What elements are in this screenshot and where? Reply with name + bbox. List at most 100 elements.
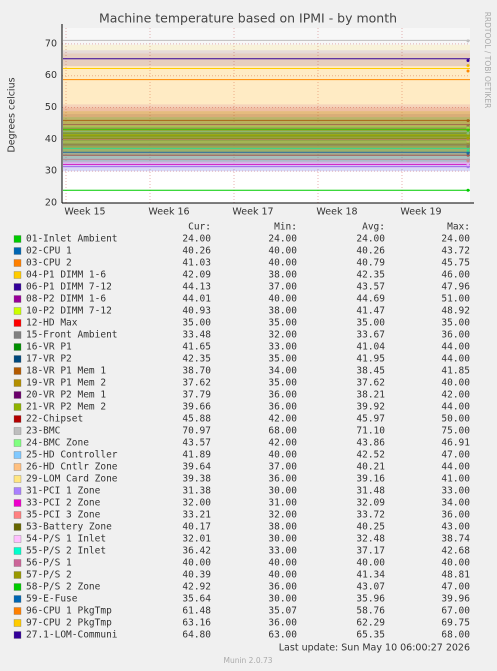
legend-value: 32.01 [182,534,211,545]
x-tick-label: Week 15 [64,207,105,218]
legend-swatch [13,511,22,519]
legend-value: 41.85 [441,366,470,377]
legend-value: 32.48 [356,534,385,545]
legend-name: 35-PCI 3 Zone [26,510,101,521]
legend-value: 30.00 [268,594,297,605]
x-tick-label: Week 18 [316,207,357,218]
legend-name: 54-P/S 1 Inlet [26,534,106,545]
range-band [63,152,470,165]
legend-value: 68.00 [441,630,470,641]
current-point [466,64,470,68]
legend-value: 37.79 [182,390,211,401]
legend-value: 38.45 [356,366,385,377]
legend-swatch [13,283,22,291]
legend-name: 20-VR P2 Mem 1 [26,390,106,401]
legend-name: 56-P/S 1 [26,558,72,569]
legend-value: 62.29 [356,618,385,629]
range-band [63,28,470,51]
current-point [466,188,470,192]
legend-value: 47.00 [441,582,470,593]
legend-swatch [13,247,22,255]
legend-value: 40.00 [182,558,211,569]
legend-name: 06-P1 DIMM 7-12 [26,282,112,293]
legend-value: 38.00 [268,522,297,533]
range-band [63,117,470,140]
legend-value: 64.80 [182,630,211,641]
legend-value: 24.00 [268,234,297,245]
legend-name: 15-Front Ambient [26,330,118,341]
legend-value: 40.79 [356,258,385,269]
column-header: Cur: [188,222,211,233]
legend-value: 41.34 [356,570,385,581]
legend-value: 38.21 [356,390,385,401]
legend-value: 44.01 [182,294,211,305]
legend-value: 36.00 [441,510,470,521]
legend-swatch [13,571,22,579]
current-point [466,39,470,43]
legend-value: 42.35 [182,354,211,365]
legend-value: 36.42 [182,546,211,557]
legend-swatch [13,343,22,351]
legend-swatch [13,547,22,555]
legend-value: 40.00 [268,558,297,569]
legend-name: 96-CPU 1 PkgTmp [26,606,112,617]
legend-name: 25-HD Controller [26,450,118,461]
legend-value: 42.00 [268,414,297,425]
legend-value: 36.00 [268,390,297,401]
legend-value: 32.00 [182,498,211,509]
current-point [466,136,470,140]
legend-value: 34.00 [268,366,297,377]
legend-value: 47.96 [441,282,470,293]
legend-value: 42.52 [356,450,385,461]
legend-swatch [13,295,22,303]
legend-value: 69.75 [441,618,470,629]
range-band [63,152,470,165]
legend-value: 40.17 [182,522,211,533]
legend-swatch [13,559,22,567]
legend-swatch [13,331,22,339]
column-header: Max: [447,222,470,233]
column-header: Min: [274,222,297,233]
y-tick-label: 50 [45,102,57,113]
legend-value: 38.00 [268,270,297,281]
legend-value: 38.00 [268,306,297,317]
legend-swatch [13,271,22,279]
legend-value: 40.39 [182,570,211,581]
legend-value: 39.64 [182,462,211,473]
legend-name: 01-Inlet Ambient [26,234,118,245]
legend-value: 43.07 [356,582,385,593]
legend-name: 33-PCI 2 Zone [26,498,101,509]
legend-swatch [13,619,22,627]
range-band [63,133,470,159]
legend-value: 24.00 [182,234,211,245]
legend-value: 39.16 [356,474,385,485]
legend-swatch [13,235,22,243]
legend-name: 22-Chipset [26,414,83,425]
range-band [63,117,470,153]
footer: Munin 2.0.73 [223,656,272,665]
legend-value: 41.03 [182,258,211,269]
legend-value: 44.00 [441,462,470,473]
legend-swatch [13,487,22,495]
legend-value: 35.00 [268,354,297,365]
legend-name: 21-VR P2 Mem 2 [26,402,106,413]
legend-value: 65.35 [356,630,385,641]
legend-value: 44.00 [441,342,470,353]
legend-value: 35.00 [356,318,385,329]
current-point [466,142,470,145]
legend-name: 08-P2 DIMM 1-6 [26,294,106,305]
range-band [63,139,470,172]
legend-value: 30.00 [268,486,297,497]
legend-name: 31-PCI 1 Zone [26,486,101,497]
legend-name: 04-P1 DIMM 1-6 [26,270,106,281]
legend-value: 39.38 [182,474,211,485]
legend-value: 41.00 [441,474,470,485]
legend-name: 03-CPU 2 [26,258,72,269]
legend-value: 41.95 [356,354,385,365]
legend-value: 31.48 [356,486,385,497]
legend-value: 63.00 [268,630,297,641]
legend-value: 42.00 [441,390,470,401]
legend-value: 71.10 [356,426,385,437]
legend-value: 32.00 [268,510,297,521]
